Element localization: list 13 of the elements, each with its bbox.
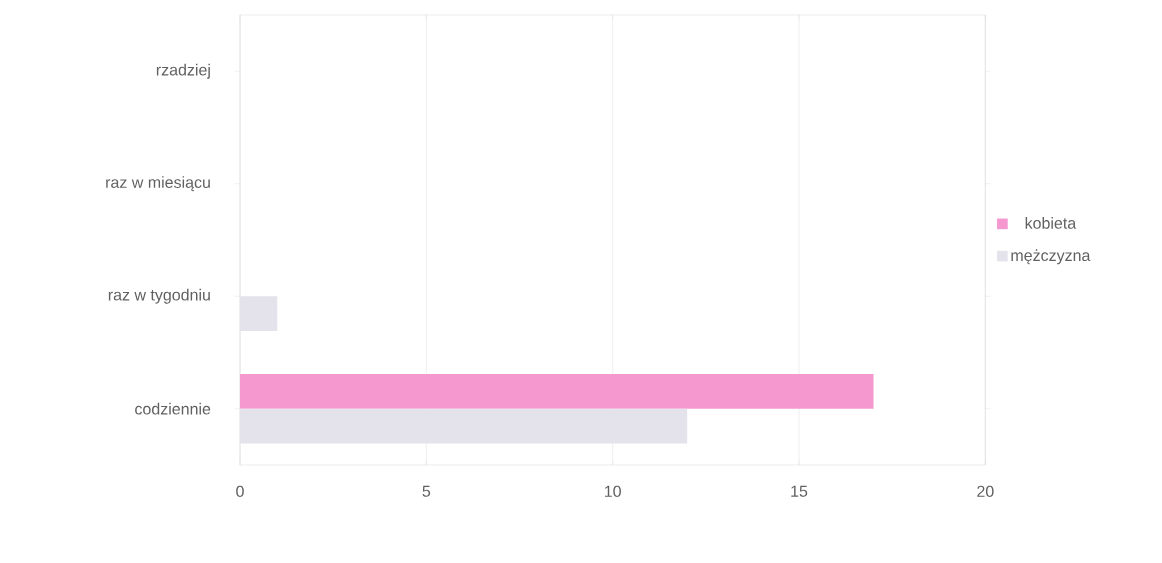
bar	[240, 296, 278, 331]
y-tick-label: codziennie	[135, 402, 211, 415]
y-tick-label: raz w tygodniu	[108, 288, 210, 304]
legend-label: kobieta	[1025, 217, 1077, 229]
y-tick-label: raz w miesiącu	[106, 176, 210, 192]
x-tick-label: 15	[791, 485, 808, 497]
x-tick-label: 10	[604, 485, 621, 498]
legend-label: mężczyzna	[1011, 249, 1091, 265]
x-tick-label: 20	[977, 485, 994, 498]
x-tick-label: 0	[236, 485, 244, 498]
x-tick-label: 5	[422, 485, 431, 497]
bar	[240, 374, 874, 409]
y-tick-label: rzadziej	[156, 63, 210, 79]
